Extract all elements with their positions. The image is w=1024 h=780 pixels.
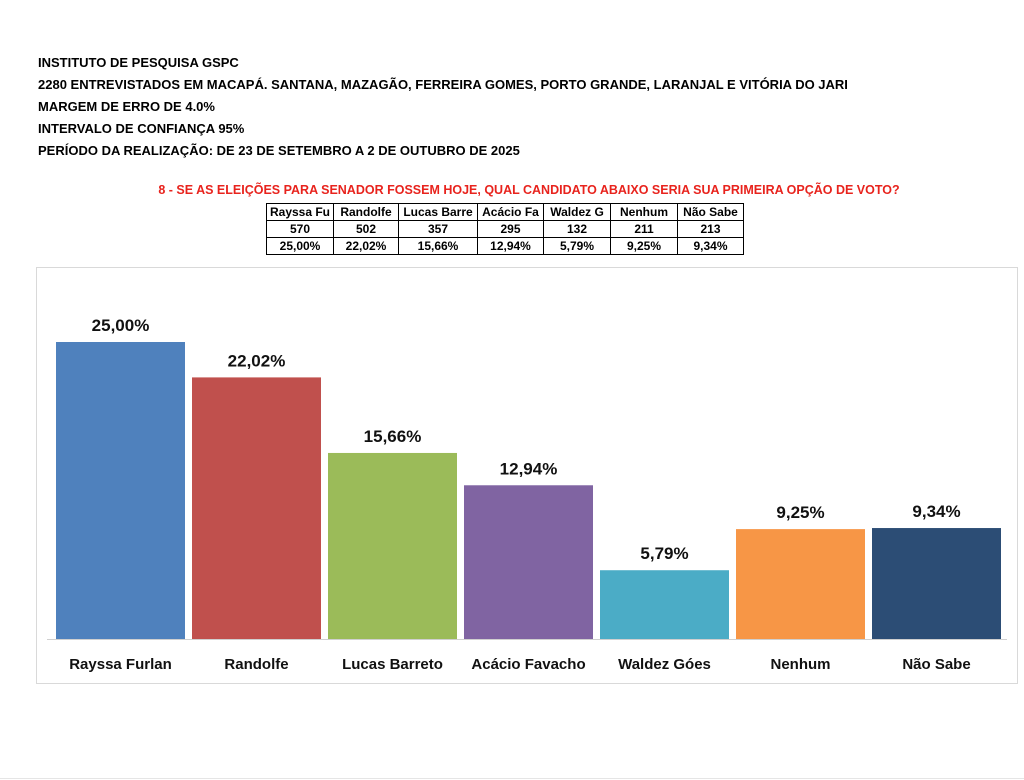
header-margin-error: MARGEM DE ERRO DE 4.0% bbox=[38, 99, 215, 114]
bar bbox=[872, 528, 1001, 639]
table-header-cell: Nenhum bbox=[610, 203, 678, 221]
bar bbox=[464, 485, 593, 639]
divider bbox=[0, 778, 1024, 779]
table-header-cell: Lucas Barre bbox=[398, 203, 478, 221]
summary-table: Rayssa Fu Randolfe Lucas Barre Acácio Fa… bbox=[266, 203, 744, 255]
data-label: 9,34% bbox=[912, 502, 960, 521]
bar-chart-svg: 25,00% Rayssa Furlan 22,02% Randolfe 15,66% L… bbox=[47, 316, 1007, 673]
table-cell: 132 bbox=[543, 220, 611, 238]
x-tick-label: Lucas Barreto bbox=[342, 656, 443, 673]
bar bbox=[56, 342, 185, 639]
table-cell: 25,00% bbox=[266, 237, 334, 255]
table-header-cell: Acácio Fa bbox=[477, 203, 544, 221]
data-label: 12,94% bbox=[500, 459, 558, 478]
table-header-cell: Não Sabe bbox=[677, 203, 744, 221]
x-tick-label: Randolfe bbox=[224, 656, 288, 673]
bar bbox=[328, 452, 457, 639]
table-cell: 22,02% bbox=[333, 237, 399, 255]
table-percent-row: 25,00% 22,02% 15,66% 12,94% 5,79% 9,25% … bbox=[266, 237, 744, 255]
x-tick-label: Acácio Favacho bbox=[471, 656, 585, 673]
table-header-row: Rayssa Fu Randolfe Lucas Barre Acácio Fa… bbox=[266, 203, 744, 221]
bar-chart: 25,00% Rayssa Furlan 22,02% Randolfe 15,66% L… bbox=[36, 267, 1018, 684]
table-cell: 9,25% bbox=[610, 237, 678, 255]
header-sample: 2280 ENTREVISTADOS EM MACAPÁ. SANTANA, M… bbox=[38, 77, 848, 92]
header-period: PERÍODO DA REALIZAÇÃO: DE 23 DE SETEMBRO… bbox=[38, 143, 520, 158]
table-cell: 5,79% bbox=[543, 237, 611, 255]
table-cell: 295 bbox=[477, 220, 544, 238]
table-cell: 211 bbox=[610, 220, 678, 238]
x-tick-label: Waldez Góes bbox=[618, 656, 711, 673]
table-cell: 15,66% bbox=[398, 237, 478, 255]
table-cell: 502 bbox=[333, 220, 399, 238]
bar bbox=[192, 377, 321, 639]
question-title: 8 - SE AS ELEIÇÕES PARA SENADOR FOSSEM H… bbox=[158, 183, 900, 197]
table-header-cell: Waldez G bbox=[543, 203, 611, 221]
x-tick-label: Rayssa Furlan bbox=[69, 656, 172, 673]
x-tick-label: Nenhum bbox=[771, 656, 831, 673]
table-cell: 9,34% bbox=[677, 237, 744, 255]
bar bbox=[736, 529, 865, 639]
table-header-cell: Rayssa Fu bbox=[266, 203, 334, 221]
header-confidence: INTERVALO DE CONFIANÇA 95% bbox=[38, 121, 245, 136]
x-tick-label: Não Sabe bbox=[902, 656, 970, 673]
data-label: 25,00% bbox=[92, 316, 150, 335]
table-cell: 12,94% bbox=[477, 237, 544, 255]
data-label: 22,02% bbox=[228, 351, 286, 370]
data-label: 9,25% bbox=[776, 503, 824, 522]
header-institute: INSTITUTO DE PESQUISA GSPC bbox=[38, 55, 239, 70]
data-label: 5,79% bbox=[640, 544, 688, 563]
table-cell: 357 bbox=[398, 220, 478, 238]
table-header-cell: Randolfe bbox=[333, 203, 399, 221]
table-count-row: 570 502 357 295 132 211 213 bbox=[266, 220, 744, 238]
table-cell: 570 bbox=[266, 220, 334, 238]
table-cell: 213 bbox=[677, 220, 744, 238]
survey-header: INSTITUTO DE PESQUISA GSPC 2280 ENTREVIS… bbox=[38, 52, 848, 162]
data-label: 15,66% bbox=[364, 427, 422, 446]
bar bbox=[600, 570, 729, 639]
